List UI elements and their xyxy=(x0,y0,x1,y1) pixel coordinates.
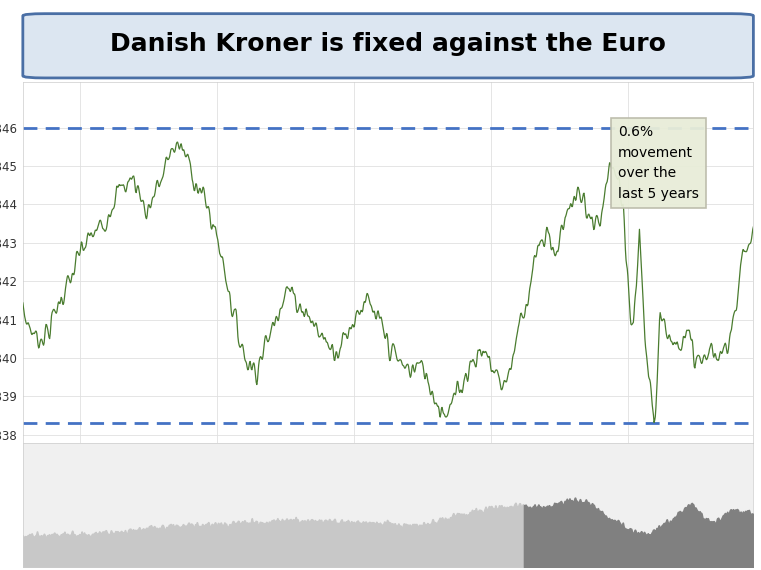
Text: Danish Kroner is fixed against the Euro: Danish Kroner is fixed against the Euro xyxy=(110,31,666,56)
Text: 0.6%
movement
over the
last 5 years: 0.6% movement over the last 5 years xyxy=(618,125,699,201)
FancyBboxPatch shape xyxy=(23,14,753,78)
